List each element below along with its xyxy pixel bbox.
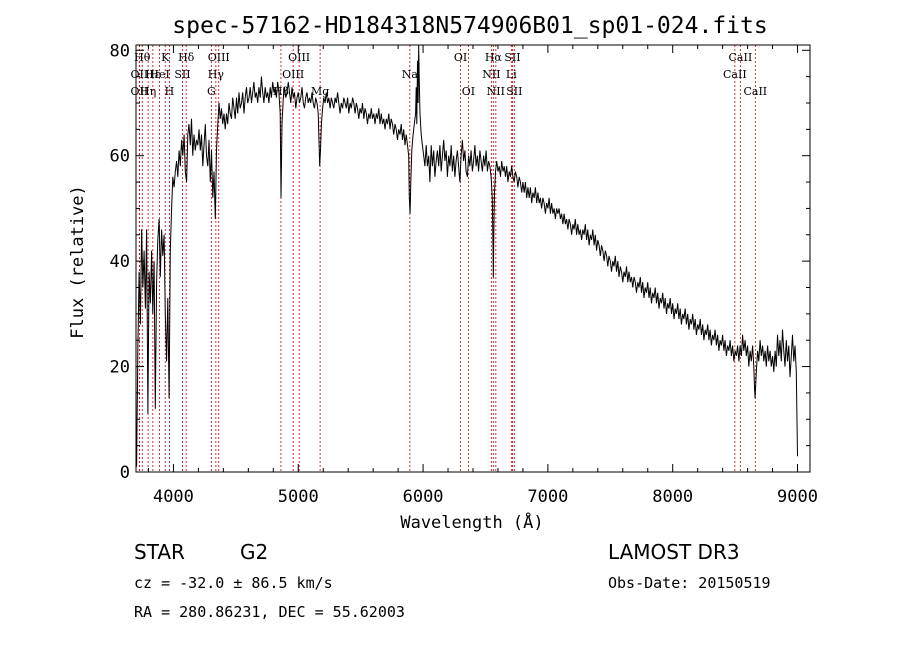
line-marker-label: OII bbox=[131, 68, 149, 81]
line-marker-label: Hε bbox=[145, 68, 161, 81]
line-marker-label: CaII bbox=[723, 68, 747, 81]
line-marker-label: SII bbox=[506, 85, 522, 98]
y-tick-label: 40 bbox=[110, 252, 130, 272]
line-marker-label: SII bbox=[504, 51, 520, 64]
line-marker-label: Na bbox=[402, 68, 419, 81]
line-marker-label: CaII bbox=[729, 51, 753, 64]
redshift-text: cz = -32.0 ± 86.5 km/s bbox=[134, 574, 333, 592]
object-class: STAR bbox=[134, 540, 185, 564]
emission-line-labels: OIIOIIHθHηHεHeIKHSIIHδGHγOIIIHβOIIIOIIIM… bbox=[131, 51, 768, 98]
survey-name: LAMOST DR3 bbox=[608, 540, 740, 564]
line-marker-label: Hα bbox=[485, 51, 503, 64]
x-tick-label: 9000 bbox=[777, 487, 818, 507]
line-marker-label: Hδ bbox=[178, 51, 195, 64]
line-marker-label: G bbox=[207, 85, 216, 98]
x-axis-label: Wavelength (Å) bbox=[400, 511, 543, 533]
x-axis-ticks: 4000 5000 6000 7000 8000 9000 bbox=[147, 45, 818, 507]
line-marker-label: Hθ bbox=[134, 51, 151, 64]
line-marker-label: Hγ bbox=[208, 68, 225, 81]
line-marker-label: Hη bbox=[140, 85, 156, 98]
coordinates-text: RA = 280.86231, DEC = 55.62003 bbox=[134, 603, 405, 621]
y-tick-label: 80 bbox=[110, 41, 130, 61]
x-tick-label: 7000 bbox=[527, 487, 568, 507]
y-tick-label: 60 bbox=[110, 147, 130, 167]
line-marker-label: Mg bbox=[311, 85, 329, 98]
spectral-subclass: G2 bbox=[240, 540, 269, 564]
y-axis-label: Flux (relative) bbox=[68, 185, 88, 339]
y-tick-label: 20 bbox=[110, 358, 130, 378]
x-tick-label: 8000 bbox=[652, 487, 693, 507]
line-marker-label: OI bbox=[454, 51, 467, 64]
line-marker-label: K bbox=[161, 51, 170, 64]
obs-date-text: Obs-Date: 20150519 bbox=[608, 574, 771, 592]
x-tick-label: 4000 bbox=[153, 487, 194, 507]
line-marker-label: H bbox=[165, 85, 175, 98]
line-marker-label: Li bbox=[506, 68, 517, 81]
line-marker-label: NII bbox=[487, 85, 505, 98]
line-marker-label: OII bbox=[131, 85, 149, 98]
line-marker-label: NII bbox=[482, 68, 500, 81]
spectrum-series-line bbox=[136, 44, 798, 467]
y-tick-label: 0 bbox=[120, 463, 130, 483]
line-marker-label: OI bbox=[462, 85, 475, 98]
line-marker-label: HeI bbox=[149, 68, 169, 81]
chart-title: spec-57162-HD184318N574906B01_sp01-024.f… bbox=[172, 13, 767, 39]
line-marker-label: OIII bbox=[282, 68, 304, 81]
x-tick-label: 6000 bbox=[403, 487, 444, 507]
line-marker-label: SII bbox=[174, 68, 190, 81]
x-tick-label: 5000 bbox=[278, 487, 319, 507]
y-axis-ticks: 0 20 40 60 80 bbox=[110, 41, 810, 483]
line-marker-label: OIII bbox=[288, 51, 310, 64]
line-marker-label: OIII bbox=[208, 51, 230, 64]
line-marker-label: CaII bbox=[743, 85, 767, 98]
